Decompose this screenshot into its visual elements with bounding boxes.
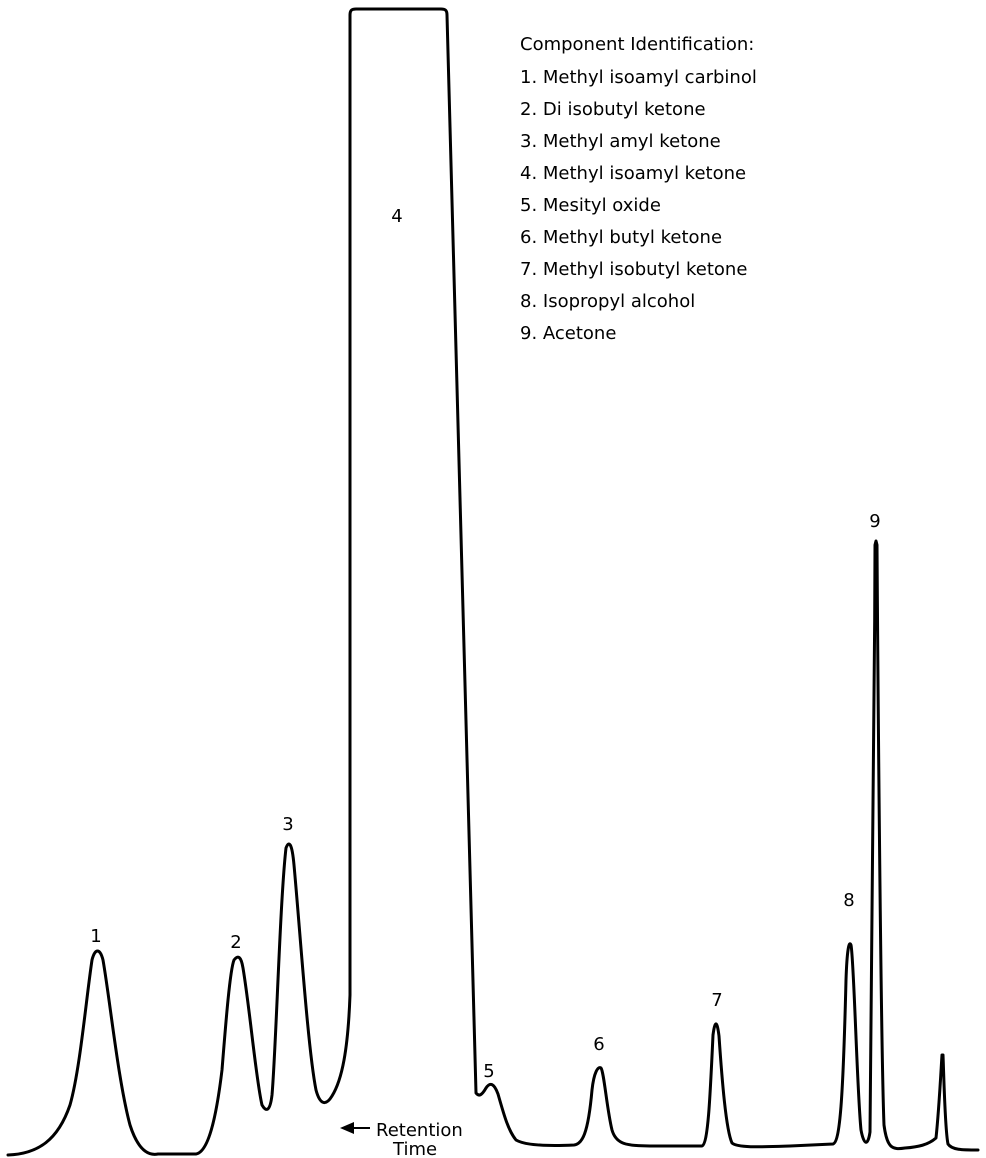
legend-item: 2. Di isobutyl ketone bbox=[520, 99, 706, 120]
chromatogram-trace bbox=[6, 7, 980, 1157]
peak-label-6: 6 bbox=[593, 1034, 604, 1055]
peak-label-2: 2 bbox=[230, 932, 241, 953]
legend-item: 8. Isopropyl alcohol bbox=[520, 291, 695, 312]
legend-item: 7. Methyl isobutyl ketone bbox=[520, 259, 747, 280]
legend-item: 3. Methyl amyl ketone bbox=[520, 131, 721, 152]
legend-item: 1. Methyl isoamyl carbinol bbox=[520, 67, 757, 88]
legend: Component Identification: 1. Methyl isoa… bbox=[520, 34, 757, 344]
peak-label-1: 1 bbox=[90, 926, 101, 947]
peak-label-7: 7 bbox=[711, 990, 722, 1011]
arrow-head-icon bbox=[340, 1122, 354, 1134]
legend-item: 9. Acetone bbox=[520, 323, 616, 344]
annotation-time: Time bbox=[392, 1139, 437, 1158]
peak-label-9: 9 bbox=[869, 511, 880, 532]
peak-label-5: 5 bbox=[483, 1061, 494, 1082]
legend-item: 4. Methyl isoamyl ketone bbox=[520, 163, 746, 184]
peak-label-8: 8 bbox=[843, 890, 854, 911]
legend-item: 5. Mesityl oxide bbox=[520, 195, 661, 216]
legend-title: Component Identification: bbox=[520, 34, 754, 55]
peak-label-3: 3 bbox=[282, 814, 293, 835]
legend-item: 6. Methyl butyl ketone bbox=[520, 227, 722, 248]
peak-label-4: 4 bbox=[391, 206, 402, 227]
annotation-retention: Retention bbox=[376, 1120, 463, 1141]
retention-time-annotation: Retention Time bbox=[340, 1120, 463, 1158]
